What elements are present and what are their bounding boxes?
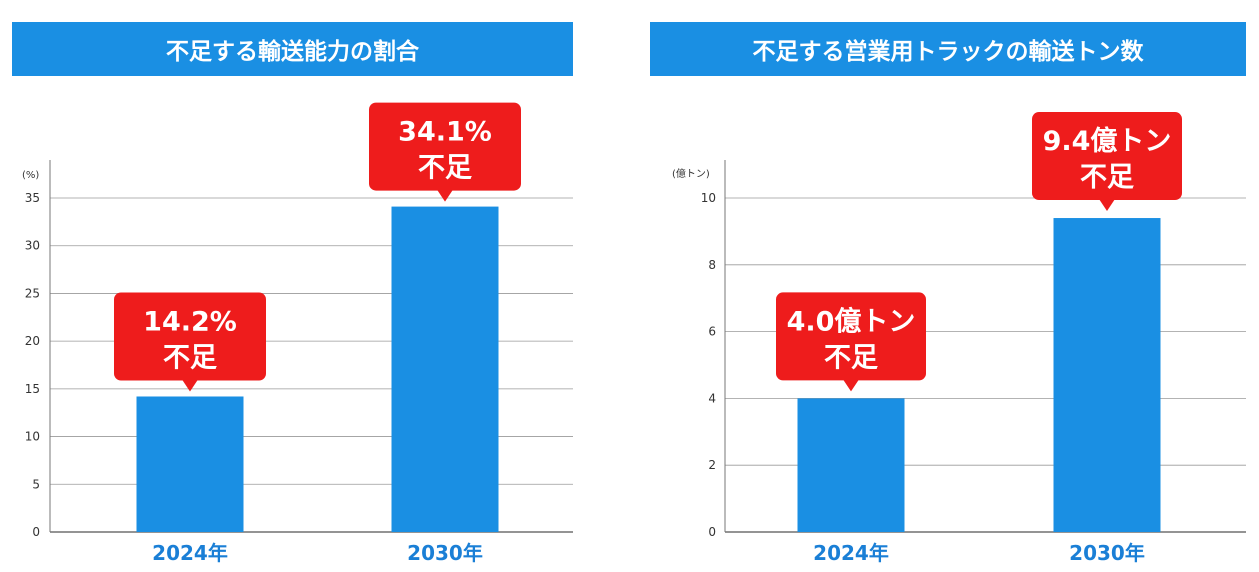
callout-bubble <box>369 102 521 191</box>
callout-pointer <box>437 189 453 202</box>
bar-2024年 <box>136 396 244 532</box>
chart-canvas: 0 5 10 15 20 25 30 35 (%) 14.2% 不足 2024年 34.1% 不足 2030… <box>22 102 573 565</box>
callout-value-label: 34.1% <box>398 117 492 148</box>
callout-shortage-label: 不足 <box>418 153 472 184</box>
y-tick-label: 25 <box>25 286 40 300</box>
callout-pointer <box>1099 199 1115 212</box>
y-tick-label: 10 <box>25 430 40 444</box>
x-category-label: 2030年 <box>1069 541 1145 565</box>
bar-2030年 <box>391 206 499 533</box>
chart-title: 不足する営業用トラックの輸送トン数 <box>650 22 1246 76</box>
callout-shortage-label: 不足 <box>1080 162 1134 193</box>
y-axis-unit-label: (億トン) <box>672 167 710 180</box>
y-tick-label: 30 <box>25 239 40 253</box>
x-category-label: 2024年 <box>813 541 889 565</box>
callout-bubble <box>114 292 266 381</box>
y-tick-label: 6 <box>708 325 716 339</box>
y-tick-label: 35 <box>25 191 40 205</box>
callout-value-label: 4.0億トン <box>787 306 916 337</box>
y-axis-unit-label: (%) <box>22 170 39 181</box>
callout-shortage-label: 不足 <box>163 342 217 373</box>
x-category-label: 2030年 <box>407 541 483 565</box>
y-tick-label: 8 <box>708 258 716 272</box>
y-tick-label: 15 <box>25 382 40 396</box>
chart-truck-tonnage-shortage: 不足する営業用トラックの輸送トン数 0 2 4 6 8 10 (億トン) 4.0億トン 不足 20… <box>620 0 1259 572</box>
callout-pointer <box>843 379 859 392</box>
y-tick-label: 0 <box>32 525 40 539</box>
callout-bubble <box>776 292 926 381</box>
chart-title: 不足する輸送能力の割合 <box>12 22 573 76</box>
callout-value-label: 9.4億トン <box>1043 126 1172 157</box>
y-tick-label: 20 <box>25 334 40 348</box>
chart-transport-shortage-ratio: 不足する輸送能力の割合 0 5 10 15 20 25 30 35 (%) 14.2% 不足 2024… <box>0 0 620 572</box>
y-tick-label: 4 <box>708 391 716 405</box>
x-category-label: 2024年 <box>152 541 228 565</box>
y-tick-label: 2 <box>708 458 716 472</box>
callout-pointer <box>182 379 198 392</box>
y-tick-label: 10 <box>701 191 716 205</box>
callout-bubble <box>1032 112 1182 201</box>
callout: 34.1% 不足 <box>369 102 521 202</box>
bar-2030年 <box>1053 218 1161 533</box>
y-tick-label: 5 <box>32 477 40 491</box>
bar-2024年 <box>797 398 905 532</box>
callout-value-label: 14.2% <box>143 306 237 337</box>
callout-shortage-label: 不足 <box>824 342 878 373</box>
callout: 14.2% 不足 <box>114 292 266 392</box>
y-tick-label: 0 <box>708 525 716 539</box>
